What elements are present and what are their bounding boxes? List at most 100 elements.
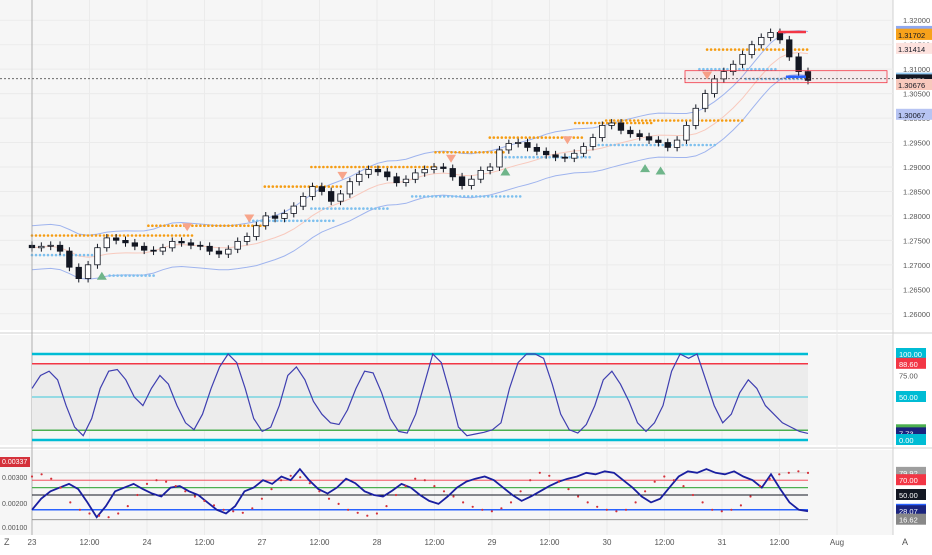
resistance-dot xyxy=(581,121,585,125)
support-dot xyxy=(322,207,325,210)
support-dot xyxy=(512,155,515,159)
rsi-pane[interactable] xyxy=(0,450,893,535)
candle xyxy=(365,168,372,175)
resistance-dot xyxy=(259,224,262,227)
resistance-dot xyxy=(406,165,409,169)
resistance-dot xyxy=(438,151,441,154)
candle xyxy=(327,191,335,202)
resistance-dot xyxy=(625,121,629,125)
support-dot xyxy=(681,143,684,147)
buy-arrow xyxy=(655,166,666,175)
resistance-dot xyxy=(38,234,42,237)
resistance-dot xyxy=(532,136,536,139)
support-dot xyxy=(661,143,664,147)
resistance-dot xyxy=(66,234,70,237)
rsi-level-badge xyxy=(896,505,926,517)
support-dot xyxy=(568,155,571,159)
candle xyxy=(496,149,503,168)
candle xyxy=(356,173,363,183)
candle xyxy=(56,244,64,252)
candle xyxy=(692,107,699,126)
x-tick-label: 30 xyxy=(603,538,612,547)
signal-dot xyxy=(241,511,244,514)
resistance-dot xyxy=(544,136,548,139)
resistance-dot xyxy=(644,119,648,122)
candle xyxy=(673,139,681,148)
resistance-dot xyxy=(287,185,291,188)
candle xyxy=(169,240,176,249)
resistance-dot xyxy=(175,224,178,227)
support-dot xyxy=(280,219,283,223)
support-dot xyxy=(38,253,42,257)
resistance-dot xyxy=(263,185,267,188)
y-tick-label: 1.29500 xyxy=(903,139,930,148)
support-dot xyxy=(358,207,361,210)
support-dot xyxy=(378,207,381,210)
support-dot xyxy=(300,219,303,223)
signal-dot xyxy=(356,511,359,514)
signal-dot xyxy=(605,508,608,511)
candle xyxy=(159,247,167,252)
resistance-dot xyxy=(648,119,652,122)
signal-dot xyxy=(308,482,311,485)
price-badge-label: 1.31414 xyxy=(898,45,925,54)
candle xyxy=(505,143,512,151)
signal-dot xyxy=(701,501,704,504)
resistance-dot xyxy=(155,224,158,227)
resistance-dot xyxy=(166,234,170,237)
candle xyxy=(739,54,746,65)
support-dot xyxy=(588,155,591,159)
resistance-dot xyxy=(616,119,620,122)
resistance-dot xyxy=(426,165,429,169)
auto-scale-icon[interactable]: A xyxy=(902,537,908,547)
support-dot xyxy=(601,143,604,147)
resistance-dot xyxy=(275,185,279,188)
candle xyxy=(374,168,382,173)
candle xyxy=(66,250,73,268)
candle xyxy=(318,186,326,192)
signal-dot xyxy=(165,480,168,483)
resistance-dot xyxy=(227,224,230,227)
resistance-dot xyxy=(190,234,194,237)
support-dot xyxy=(354,207,357,210)
left-axis-label: 0.00100 xyxy=(2,525,27,532)
support-dot xyxy=(653,143,656,147)
signal-dot xyxy=(117,512,120,515)
signal-dot xyxy=(404,485,407,488)
resistance-dot xyxy=(239,224,242,227)
sell-arrow xyxy=(446,154,457,163)
oscillator-level-badge xyxy=(896,348,926,359)
resistance-dot xyxy=(167,224,170,227)
support-dot xyxy=(370,207,373,210)
support-dot xyxy=(366,207,369,210)
resistance-dot xyxy=(508,136,512,139)
resistance-dot xyxy=(418,165,421,169)
sell-arrow xyxy=(244,214,255,223)
signal-dot xyxy=(184,490,187,493)
y-tick-label: 1.26500 xyxy=(903,285,930,294)
resistance-dot xyxy=(134,234,138,237)
resistance-dot xyxy=(737,48,741,51)
support-dot xyxy=(621,143,624,147)
resistance-dot xyxy=(74,234,78,237)
candle xyxy=(664,142,671,148)
signal-dot xyxy=(98,514,101,517)
resistance-dot xyxy=(178,234,182,237)
support-dot xyxy=(504,155,507,159)
signal-dot xyxy=(251,507,254,510)
y-tick-label: 1.30500 xyxy=(903,90,930,99)
oscillator-level-badge xyxy=(896,357,926,369)
y-tick-label: 1.27000 xyxy=(903,261,930,270)
candle xyxy=(599,125,606,139)
support-dot xyxy=(705,143,708,147)
support-dot xyxy=(746,67,749,71)
timezone-icon[interactable]: Z xyxy=(4,537,10,547)
resistance-dot xyxy=(215,224,218,227)
signal-dot xyxy=(806,471,810,474)
support-dot xyxy=(320,219,323,223)
support-dot xyxy=(645,143,648,147)
support-dot xyxy=(136,274,139,277)
support-dot xyxy=(520,155,523,159)
resistance-dot xyxy=(741,48,745,51)
